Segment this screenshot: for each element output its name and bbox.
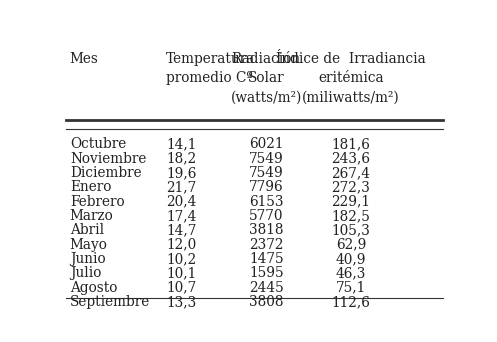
Text: 21,7: 21,7 [166,180,196,194]
Text: 2372: 2372 [249,238,283,252]
Text: 181,6: 181,6 [331,137,370,151]
Text: 10,7: 10,7 [166,281,196,295]
Text: (watts/m²): (watts/m²) [231,91,302,105]
Text: 10,1: 10,1 [166,266,196,280]
Text: 5770: 5770 [249,209,283,223]
Text: 112,6: 112,6 [331,295,370,309]
Text: 229,1: 229,1 [331,195,370,209]
Text: 243,6: 243,6 [331,152,370,166]
Text: Febrero: Febrero [70,195,124,209]
Text: Marzo: Marzo [70,209,114,223]
Text: 10,2: 10,2 [166,252,196,266]
Text: Enero: Enero [70,180,111,194]
Text: Junio: Junio [70,252,105,266]
Text: Mes: Mes [70,52,99,66]
Text: eritémica: eritémica [318,71,384,85]
Text: Julio: Julio [70,266,101,280]
Text: 1595: 1595 [249,266,284,280]
Text: 1475: 1475 [249,252,284,266]
Text: 40,9: 40,9 [336,252,366,266]
Text: 17,4: 17,4 [166,209,196,223]
Text: Noviembre: Noviembre [70,152,146,166]
Text: Solar: Solar [248,71,285,85]
Text: Radiación: Radiación [232,52,301,66]
Text: (miliwatts/m²): (miliwatts/m²) [302,91,400,105]
Text: 3808: 3808 [249,295,283,309]
Text: Temperatura: Temperatura [166,52,255,66]
Text: Septiembre: Septiembre [70,295,150,309]
Text: 182,5: 182,5 [331,209,370,223]
Text: 13,3: 13,3 [166,295,196,309]
Text: 6021: 6021 [249,137,283,151]
Text: 7549: 7549 [249,152,284,166]
Text: 3818: 3818 [249,223,283,237]
Text: 75,1: 75,1 [336,281,366,295]
Text: 18,2: 18,2 [166,152,196,166]
Text: 12,0: 12,0 [166,238,196,252]
Text: 6153: 6153 [249,195,283,209]
Text: 46,3: 46,3 [336,266,366,280]
Text: 267,4: 267,4 [331,166,370,180]
Text: promedio Cº: promedio Cº [166,71,253,85]
Text: 2445: 2445 [249,281,284,295]
Text: 272,3: 272,3 [331,180,370,194]
Text: 14,1: 14,1 [166,137,196,151]
Text: 20,4: 20,4 [166,195,196,209]
Text: 7796: 7796 [249,180,284,194]
Text: 105,3: 105,3 [331,223,370,237]
Text: 19,6: 19,6 [166,166,196,180]
Text: Octubre: Octubre [70,137,126,151]
Text: Mayo: Mayo [70,238,108,252]
Text: 7549: 7549 [249,166,284,180]
Text: 62,9: 62,9 [336,238,366,252]
Text: Agosto: Agosto [70,281,117,295]
Text: Diciembre: Diciembre [70,166,142,180]
Text: Abril: Abril [70,223,104,237]
Text: 14,7: 14,7 [166,223,196,237]
Text: Índice de  Irradiancia: Índice de Irradiancia [276,52,426,66]
